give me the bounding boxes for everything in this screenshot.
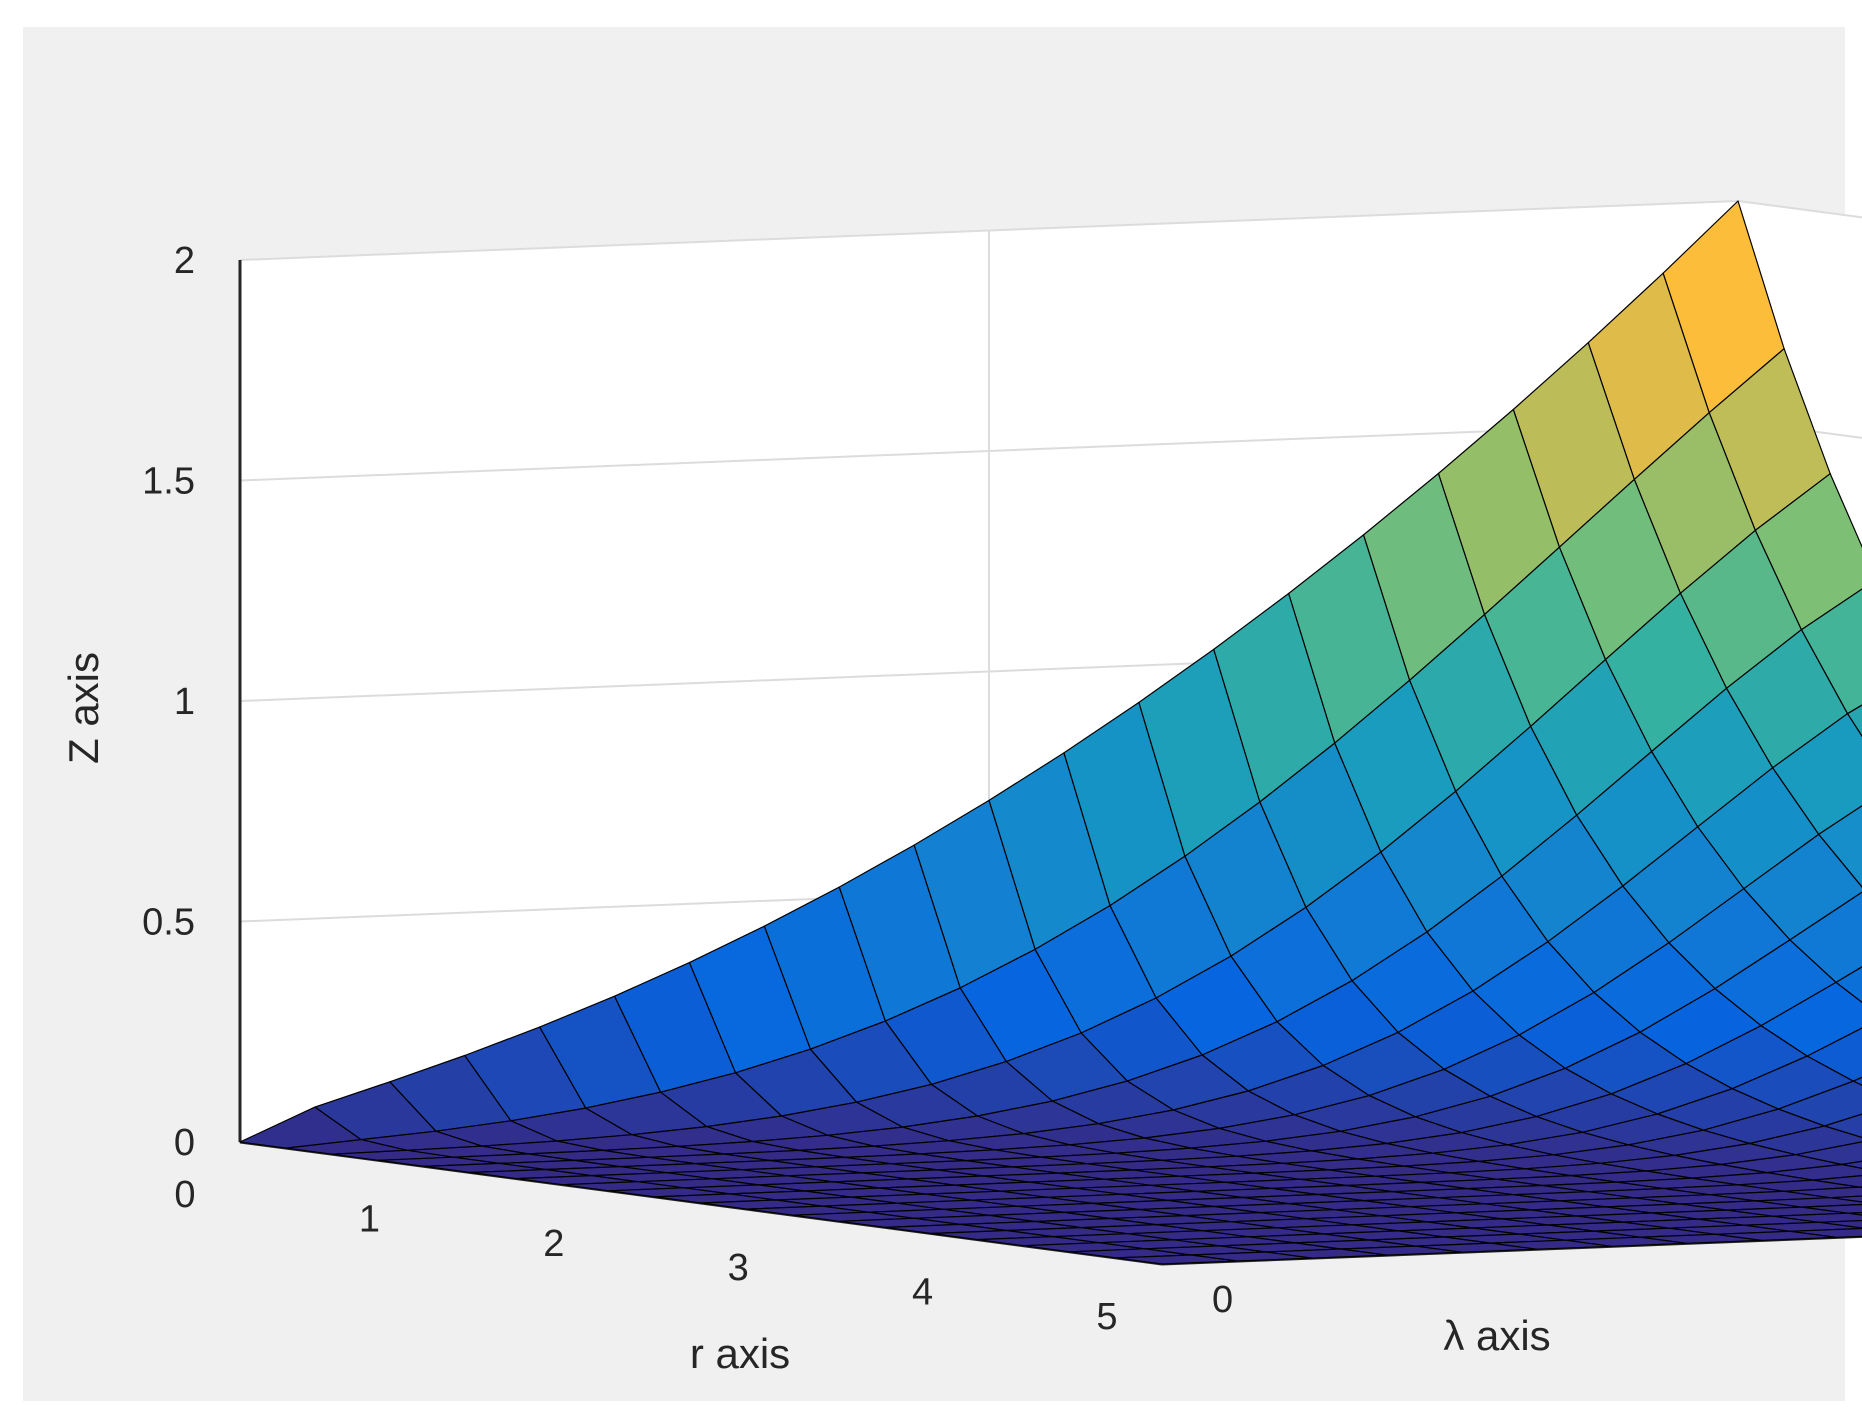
surface-mesh [239, 200, 1862, 1265]
z-tick-label: 1 [174, 681, 195, 723]
tick-labels: 00.511.5201234500.51 [142, 240, 1233, 1338]
z-tick-label: 1.5 [142, 461, 195, 503]
lambda-tick-label: 0 [1212, 1279, 1233, 1321]
r-tick-label: 2 [543, 1223, 564, 1265]
z-tick-label: 0.5 [142, 902, 195, 944]
surface-patch [1115, 1254, 1238, 1265]
r-tick-label: 1 [359, 1198, 380, 1240]
surface-patch [1846, 704, 1862, 738]
surface-patch [1852, 1076, 1862, 1086]
x-axis-label: r axis [690, 1330, 790, 1377]
surface-patch [1841, 1160, 1862, 1169]
z-tick-label: 0 [174, 1122, 195, 1164]
y-axis-label: λ axis [1443, 1312, 1550, 1359]
z-tick-label: 2 [174, 240, 195, 282]
z-axis-label: Z axis [60, 652, 107, 764]
r-tick-label: 3 [728, 1247, 749, 1289]
surface-patch [1835, 966, 1862, 1004]
r-tick-label: 4 [912, 1272, 933, 1314]
r-tick-label: 5 [1096, 1296, 1117, 1338]
r-tick-label: 0 [174, 1174, 195, 1216]
